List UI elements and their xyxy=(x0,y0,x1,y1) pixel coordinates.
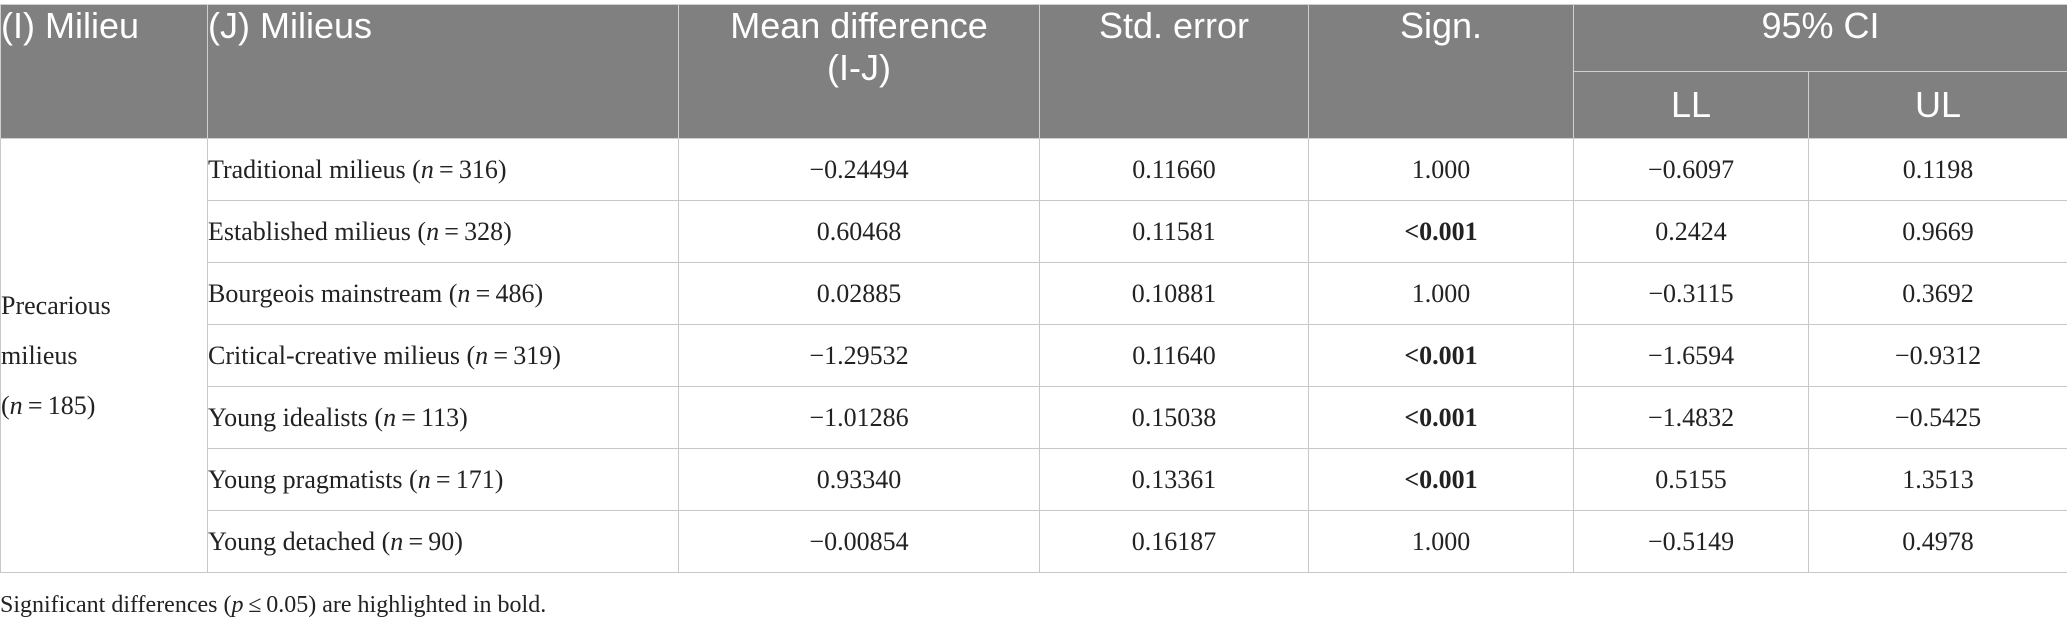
table-row: Young idealists (n = 113) −1.01286 0.15038… xyxy=(1,386,2067,449)
cell-ll: −0.3115 xyxy=(1573,262,1809,325)
variable-italic: n xyxy=(420,154,434,184)
cell-ul: −0.5425 xyxy=(1808,386,2067,449)
cell-sign: 1.000 xyxy=(1308,138,1574,201)
cell-j-milieu: Young pragmatists (n = 171) xyxy=(207,448,679,511)
cell-mean-difference: −0.00854 xyxy=(678,510,1040,573)
cell-std-error: 0.13361 xyxy=(1039,448,1309,511)
cell-ul: 1.3513 xyxy=(1808,448,2067,511)
milieu-n: (n = 486) xyxy=(448,278,544,308)
variable-italic: n xyxy=(426,216,440,246)
cell-sign: <0.001 xyxy=(1308,448,1574,511)
group-label-precarious: Precarious milieus (n = 185) xyxy=(0,138,208,573)
cell-std-error: 0.15038 xyxy=(1039,386,1309,449)
table-row: Established milieus (n = 328) 0.60468 0.11… xyxy=(1,200,2067,263)
cell-sign: <0.001 xyxy=(1308,324,1574,387)
header-ll: LL xyxy=(1573,71,1809,139)
milieu-name: Critical-creative milieus xyxy=(208,340,460,370)
cell-j-milieu: Bourgeois mainstream (n = 486) xyxy=(207,262,679,325)
group-n: (n = 185) xyxy=(1,390,96,420)
cell-j-milieu: Critical-creative milieus (n = 319) xyxy=(207,324,679,387)
cell-sign: <0.001 xyxy=(1308,386,1574,449)
cell-std-error: 0.11660 xyxy=(1039,138,1309,201)
cell-mean-difference: −1.01286 xyxy=(678,386,1040,449)
cell-mean-difference: 0.60468 xyxy=(678,200,1040,263)
cell-ul: 0.9669 xyxy=(1808,200,2067,263)
group-label-line2: milieus xyxy=(1,340,78,370)
milieu-n: (n = 90) xyxy=(381,526,463,556)
milieu-name: Young pragmatists xyxy=(208,464,403,494)
header-ul: UL xyxy=(1808,71,2067,139)
cell-j-milieu: Traditional milieus (n = 316) xyxy=(207,138,679,201)
cell-mean-difference: −1.29532 xyxy=(678,324,1040,387)
variable-italic: n xyxy=(417,464,431,494)
variable-italic: n xyxy=(475,340,489,370)
cell-ll: −0.5149 xyxy=(1573,510,1809,573)
milieu-name: Traditional milieus xyxy=(208,154,406,184)
cell-mean-difference: −0.24494 xyxy=(678,138,1040,201)
cell-std-error: 0.10881 xyxy=(1039,262,1309,325)
milieu-n: (n = 316) xyxy=(412,154,507,184)
cell-ll: 0.2424 xyxy=(1573,200,1809,263)
cell-ul: 0.4978 xyxy=(1808,510,2067,573)
milieu-n: (n = 319) xyxy=(466,340,561,370)
cell-sign: <0.001 xyxy=(1308,200,1574,263)
cell-sign: 1.000 xyxy=(1308,262,1574,325)
table-row: Precarious milieus (n = 185) Traditional mi… xyxy=(0,138,2067,573)
table-row: Young detached (n = 90) −0.00854 0.16187 1.… xyxy=(1,510,2067,573)
cell-ll: −1.4832 xyxy=(1573,386,1809,449)
table-row: Bourgeois mainstream (n = 486) 0.02885 0.1… xyxy=(1,262,2067,325)
cell-std-error: 0.11640 xyxy=(1039,324,1309,387)
header-95-ci: 95% CI xyxy=(1573,4,2067,72)
cell-ul: −0.9312 xyxy=(1808,324,2067,387)
footnote-text: Significant differences (p ≤ 0.05) are h… xyxy=(0,592,547,618)
cell-ll: −0.6097 xyxy=(1573,138,1809,201)
header-mean-line1: Mean difference xyxy=(730,5,988,46)
milieu-n: (n = 113) xyxy=(374,402,468,432)
comparison-table: (I) Milieu (J) Milieus Mean difference (… xyxy=(0,4,2067,573)
variable-italic: p xyxy=(231,592,244,618)
cell-j-milieu: Young detached (n = 90) xyxy=(207,510,679,573)
cell-mean-difference: 0.93340 xyxy=(678,448,1040,511)
cell-std-error: 0.11581 xyxy=(1039,200,1309,263)
header-mean-difference: Mean difference (I-J) xyxy=(678,4,1040,139)
cell-ul: 0.1198 xyxy=(1808,138,2067,201)
table-row: Young pragmatists (n = 171) 0.93340 0.1336… xyxy=(1,448,2067,511)
milieu-name: Young idealists xyxy=(208,402,368,432)
header-std-error: Std. error xyxy=(1039,4,1309,139)
header-mean-line2: (I-J) xyxy=(827,47,891,88)
milieu-n: (n = 171) xyxy=(409,464,504,494)
cell-ll: −1.6594 xyxy=(1573,324,1809,387)
cell-ul: 0.3692 xyxy=(1808,262,2067,325)
cell-j-milieu: Young idealists (n = 113) xyxy=(207,386,679,449)
milieu-name: Established milieus xyxy=(208,216,411,246)
milieu-name: Young detached xyxy=(208,526,376,556)
cell-ll: 0.5155 xyxy=(1573,448,1809,511)
milieu-n: (n = 328) xyxy=(417,216,512,246)
header-j-milieus: (J) Milieus xyxy=(207,4,679,139)
group-label-line1: Precarious xyxy=(1,290,111,320)
variable-italic: n xyxy=(383,402,397,432)
cell-std-error: 0.16187 xyxy=(1039,510,1309,573)
variable-italic: n xyxy=(457,278,471,308)
cell-j-milieu: Established milieus (n = 328) xyxy=(207,200,679,263)
variable-italic: n xyxy=(390,526,404,556)
header-i-milieu: (I) Milieu xyxy=(0,4,208,139)
footnote: Significant differences (p ≤ 0.05) are h… xyxy=(0,592,546,619)
cell-mean-difference: 0.02885 xyxy=(678,262,1040,325)
variable-italic: n xyxy=(9,390,23,420)
table-row: Critical-creative milieus (n = 319) −1.29… xyxy=(1,324,2067,387)
milieu-name: Bourgeois mainstream xyxy=(208,278,443,308)
header-sign: Sign. xyxy=(1308,4,1574,139)
cell-sign: 1.000 xyxy=(1308,510,1574,573)
